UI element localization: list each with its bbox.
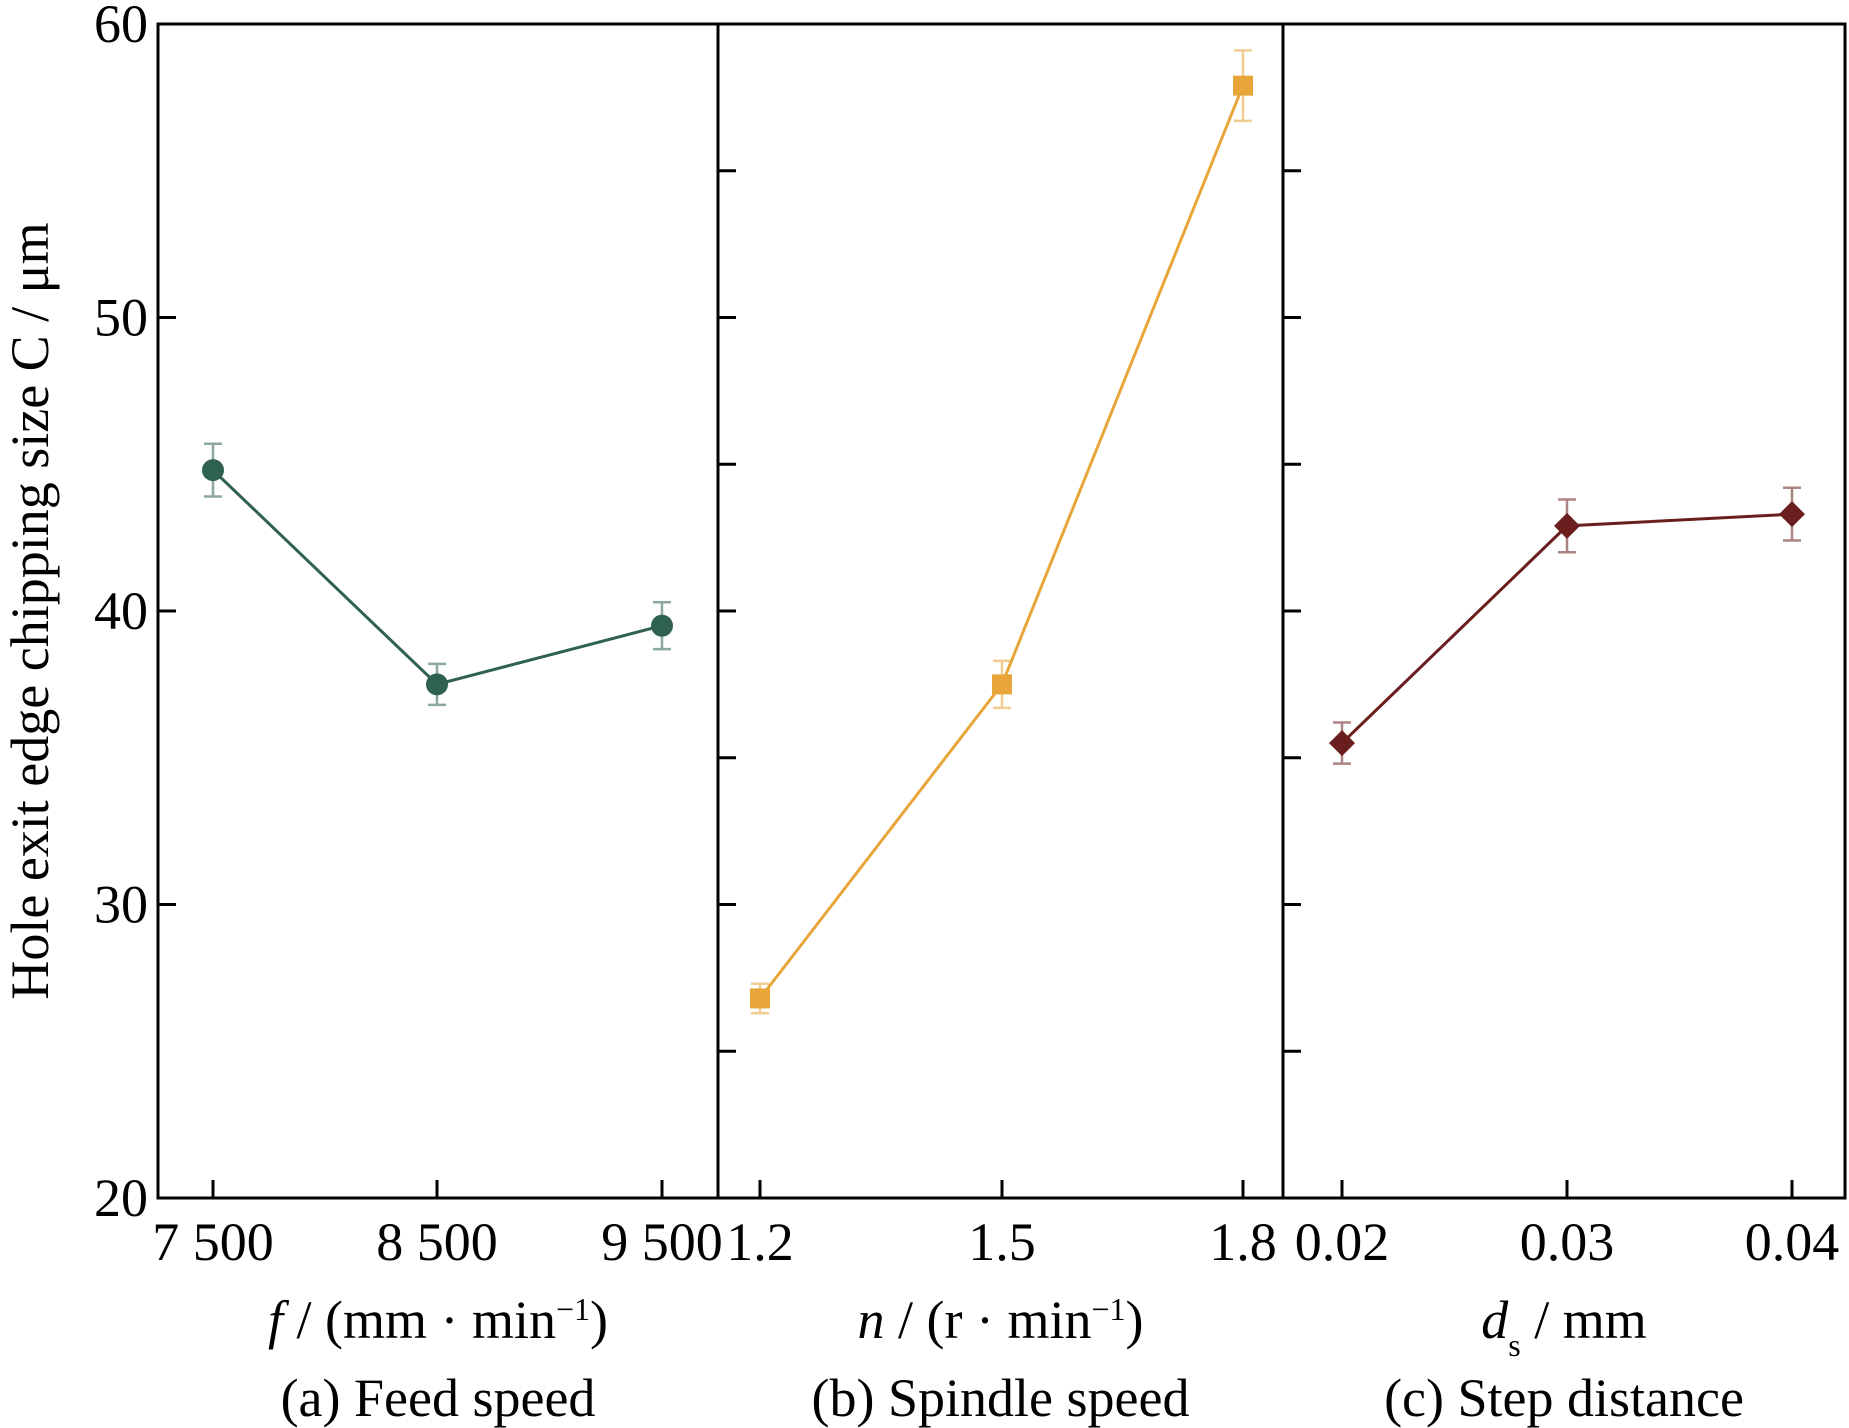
x-axis-symbol: d <box>1481 1290 1509 1350</box>
x-tick-label: 0.02 <box>1295 1212 1390 1272</box>
x-tick-label: 1.8 <box>1209 1212 1277 1272</box>
y-tick-label: 50 <box>94 288 148 348</box>
panel-frame-0 <box>156 22 720 1200</box>
x-tick-label: 9 500 <box>601 1212 723 1272</box>
x-axis-label: f / (mm · min−1) <box>268 1290 608 1350</box>
panel-caption: (b) Spindle speed <box>812 1368 1190 1428</box>
y-axis-label: Hole exit edge chipping size C / μm <box>0 222 60 999</box>
y-tick-label: 20 <box>94 1168 148 1228</box>
y-tick-label: 30 <box>94 875 148 935</box>
x-axis-label: n / (r · min−1) <box>858 1290 1144 1350</box>
x-axis-unit: / mm <box>1521 1290 1647 1350</box>
data-point <box>426 673 448 696</box>
series-line <box>211 469 663 687</box>
x-axis-superscript: −1 <box>556 1291 590 1327</box>
data-point <box>1779 501 1805 528</box>
x-tick-label: 0.03 <box>1520 1212 1615 1272</box>
panel-caption: (a) Feed speed <box>281 1368 596 1428</box>
x-axis-close: ) <box>590 1290 608 1350</box>
x-tick-label: 0.04 <box>1745 1212 1840 1272</box>
x-tick-label: 1.2 <box>726 1212 794 1272</box>
x-tick-label: 1.5 <box>968 1212 1036 1272</box>
data-point <box>202 459 224 482</box>
x-tick-label: 8 500 <box>376 1212 498 1272</box>
data-point <box>1233 75 1253 96</box>
y-tick-label: 60 <box>94 0 148 54</box>
x-axis-subscript: s <box>1508 1327 1520 1363</box>
data-point <box>992 674 1012 695</box>
data-point <box>1554 512 1580 539</box>
x-axis-superscript: −1 <box>1091 1291 1125 1327</box>
x-axis-close: ) <box>1126 1290 1144 1350</box>
x-tick-label: 7 500 <box>152 1212 274 1272</box>
y-tick-label: 40 <box>94 581 148 641</box>
x-axis-unit: / (mm · min <box>283 1290 556 1350</box>
series-line <box>758 85 1245 1000</box>
data-point <box>1329 730 1355 757</box>
data-point <box>750 988 770 1009</box>
data-point <box>651 614 673 637</box>
x-axis-label: ds / mm <box>1481 1290 1646 1363</box>
panel-frame-2 <box>1281 22 1847 1200</box>
panel-caption: (c) Step distance <box>1384 1368 1744 1428</box>
x-axis-unit: / (r · min <box>885 1290 1092 1350</box>
x-axis-symbol: n <box>858 1290 885 1350</box>
